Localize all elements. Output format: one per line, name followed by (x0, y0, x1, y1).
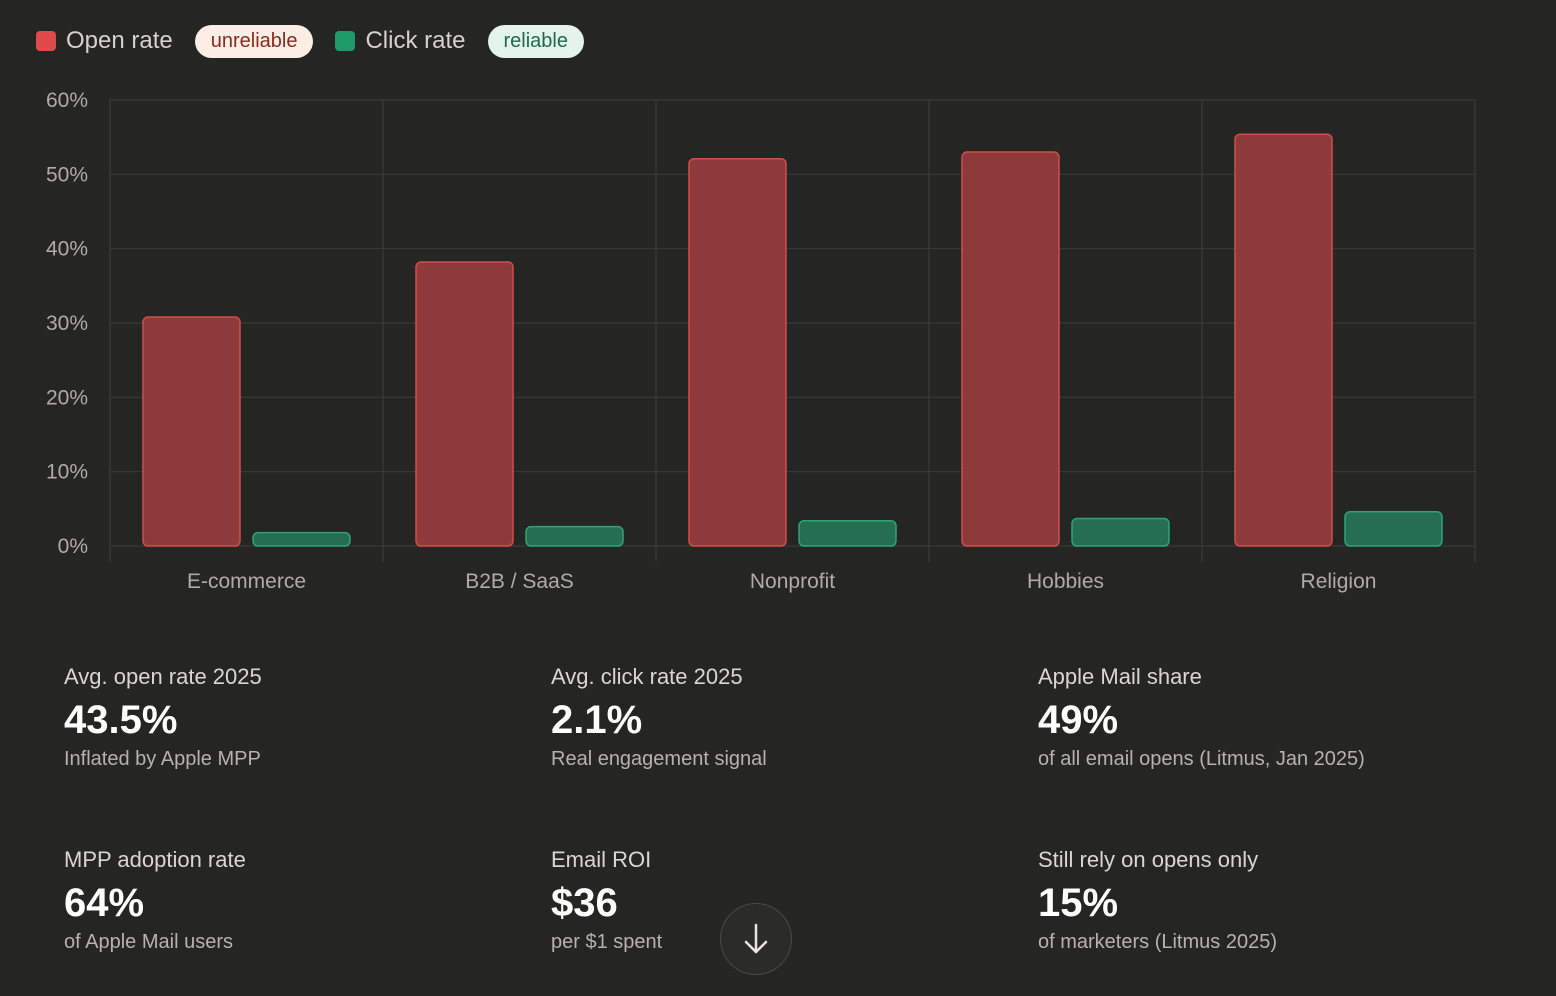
stat-card: Email ROI $36 per $1 spent (551, 847, 1038, 987)
legend-item-click-rate: Click rate (335, 27, 466, 55)
stat-value: 64% (64, 881, 145, 925)
open-rate-swatch (36, 31, 56, 51)
open-rate-bar (688, 157, 787, 547)
click-rate-bar (525, 525, 624, 547)
stat-card: MPP adoption rate 64% of Apple Mail user… (64, 847, 551, 987)
y-tick-label: 60% (46, 89, 88, 112)
click-rate-bar (798, 519, 897, 547)
stat-label: Email ROI (551, 847, 652, 872)
stat-note: Inflated by Apple MPP (64, 748, 261, 770)
x-category-label: Hobbies (1027, 570, 1104, 593)
stat-value: 2.1% (551, 698, 643, 742)
y-tick-label: 40% (46, 238, 88, 261)
click-rate-label: Click rate (365, 27, 466, 54)
y-tick-label: 30% (46, 312, 88, 335)
open-rate-bar (1234, 133, 1333, 547)
click-rate-bar (1071, 517, 1170, 547)
stats-grid: Avg. open rate 2025 43.5% Inflated by Ap… (64, 664, 1524, 987)
stat-card: Apple Mail share 49% of all email opens … (1038, 664, 1525, 847)
open-rate-bar (961, 151, 1060, 547)
open-rate-label: Open rate (66, 27, 173, 54)
x-category-label: Nonprofit (750, 570, 835, 593)
stat-note: of marketers (Litmus 2025) (1038, 931, 1277, 953)
y-tick-label: 0% (58, 535, 88, 558)
reliable-badge: reliable (487, 24, 584, 58)
click-rate-bar (1344, 511, 1443, 547)
stat-label: Avg. click rate 2025 (551, 664, 743, 689)
bar-chart: 0% 10% 20% 30% 40% 50% 60% E-commerce B2B / SaaS… (46, 89, 1476, 593)
stat-note: Real engagement signal (551, 748, 767, 770)
open-rate-bar (142, 316, 241, 547)
open-rate-bar (415, 261, 514, 547)
arrow-down-icon (744, 923, 768, 954)
scroll-down-button[interactable] (720, 903, 792, 975)
stat-label: Avg. open rate 2025 (64, 664, 262, 689)
stat-card: Avg. open rate 2025 43.5% Inflated by Ap… (64, 664, 551, 847)
x-category-label: B2B / SaaS (465, 570, 574, 593)
stat-value: 15% (1038, 881, 1119, 925)
stat-label: Still rely on opens only (1038, 847, 1259, 872)
legend-badge-reliable-wrap: reliable (487, 24, 584, 58)
stat-value: $36 (551, 881, 618, 925)
stat-note: of Apple Mail users (64, 931, 233, 953)
stat-label: MPP adoption rate (64, 847, 246, 872)
x-category-label: E-commerce (187, 570, 306, 593)
chart-legend: Open rate unreliable Click rate reliable (36, 22, 606, 60)
stat-note: per $1 spent (551, 931, 663, 953)
stat-value: 43.5% (64, 698, 178, 742)
stat-card: Still rely on opens only 15% of marketer… (1038, 847, 1525, 987)
y-tick-label: 10% (46, 461, 88, 484)
legend-item-open-rate: Open rate (36, 27, 173, 55)
click-rate-swatch (335, 31, 356, 51)
stat-card: Avg. click rate 2025 2.1% Real engagemen… (551, 664, 1038, 847)
click-rate-bar (252, 531, 351, 547)
stat-note: of all email opens (Litmus, Jan 2025) (1038, 748, 1365, 770)
stat-value: 49% (1038, 698, 1119, 742)
stat-label: Apple Mail share (1038, 664, 1202, 689)
legend-badge-unreliable-wrap: unreliable (194, 24, 314, 58)
x-category-label: Religion (1301, 570, 1377, 593)
y-tick-label: 20% (46, 386, 88, 409)
unreliable-badge: unreliable (194, 24, 314, 58)
y-tick-label: 50% (46, 163, 88, 186)
